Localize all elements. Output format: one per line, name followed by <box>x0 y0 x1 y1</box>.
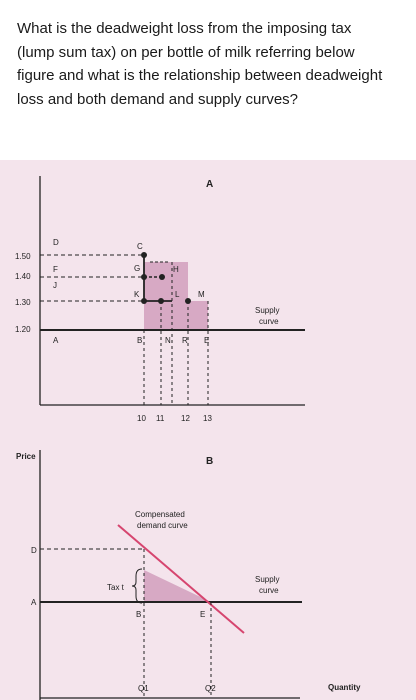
point-k <box>141 298 147 304</box>
label-g: G <box>134 264 140 273</box>
tax-bracket <box>131 568 143 604</box>
label-q1: Q1 <box>138 684 149 693</box>
shaded-area-g <box>144 262 172 330</box>
label-f: F <box>53 265 58 274</box>
economics-figure: A 1.50 1.40 1.30 1.20 D F J A Supply cur… <box>15 176 361 700</box>
label-j: J <box>53 281 57 290</box>
label-l: L <box>175 290 180 299</box>
price-axis-label: Price <box>16 452 36 461</box>
supply-label-a-1: Supply <box>255 306 279 315</box>
qty-tick-12: 12 <box>181 414 190 423</box>
label-b-point: B <box>136 610 141 619</box>
panel-b-label: B <box>206 456 213 467</box>
supply-label-b-1: Supply <box>255 575 279 584</box>
label-m: M <box>198 290 205 299</box>
demand-label-2: demand curve <box>137 521 188 530</box>
panel-a: A 1.50 1.40 1.30 1.20 D F J A Supply cur… <box>15 176 305 423</box>
label-h: H <box>173 265 179 274</box>
label-c: C <box>137 242 143 251</box>
question-panel: What is the deadweight loss from the imp… <box>0 0 416 160</box>
supply-label-a-2: curve <box>259 317 279 326</box>
panel-a-label: A <box>206 179 213 190</box>
point-g2 <box>159 274 165 280</box>
tax-label: Tax t <box>107 583 125 592</box>
supply-label-b-2: curve <box>259 586 279 595</box>
label-r: R <box>182 336 188 345</box>
shaded-area-l <box>172 301 188 330</box>
point-g <box>141 274 147 280</box>
price-tick-150: 1.50 <box>15 252 31 261</box>
label-k: K <box>134 290 140 299</box>
question-text: What is the deadweight loss from the imp… <box>17 20 383 108</box>
point-m <box>185 298 191 304</box>
price-tick-120: 1.20 <box>15 325 31 334</box>
label-d-b: D <box>31 546 37 555</box>
label-a: A <box>53 336 59 345</box>
point-k2 <box>158 298 164 304</box>
panel-b: Price B D A Supply curve Compensated dem… <box>16 450 361 700</box>
label-e-point: E <box>200 610 205 619</box>
demand-label-1: Compensated <box>135 510 185 519</box>
label-a-b: A <box>31 598 37 607</box>
label-b: B <box>137 336 142 345</box>
deadweight-loss-triangle <box>144 570 211 602</box>
point-c <box>141 252 147 258</box>
quantity-axis-label: Quantity <box>328 683 361 692</box>
label-d: D <box>53 238 59 247</box>
qty-tick-11: 11 <box>156 414 165 423</box>
price-tick-140: 1.40 <box>15 272 31 281</box>
compensated-demand-curve <box>117 524 245 634</box>
qty-tick-13: 13 <box>203 414 212 423</box>
label-q2: Q2 <box>205 684 216 693</box>
label-e: E <box>204 336 209 345</box>
label-n: N <box>165 336 171 345</box>
qty-tick-10: 10 <box>137 414 146 423</box>
shaded-area-m <box>188 301 208 330</box>
price-tick-130: 1.30 <box>15 298 31 307</box>
